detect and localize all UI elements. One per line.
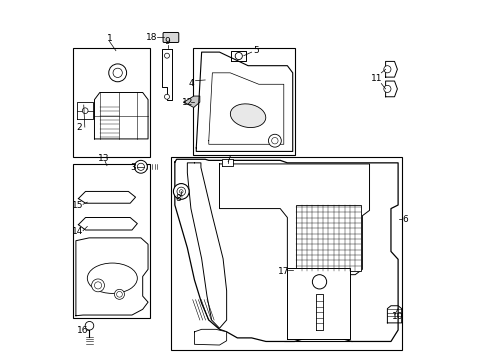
Circle shape — [383, 66, 390, 73]
Text: 18: 18 — [145, 33, 157, 42]
Text: 15: 15 — [72, 201, 83, 210]
Text: 6: 6 — [402, 215, 407, 224]
Polygon shape — [77, 102, 93, 119]
Polygon shape — [162, 49, 171, 100]
Text: 14: 14 — [72, 227, 83, 236]
Circle shape — [85, 321, 94, 330]
Circle shape — [116, 292, 122, 297]
Circle shape — [164, 53, 169, 58]
Circle shape — [114, 289, 124, 299]
Polygon shape — [208, 73, 283, 144]
Circle shape — [177, 187, 185, 196]
Text: 4: 4 — [188, 79, 193, 88]
Circle shape — [82, 108, 88, 113]
Polygon shape — [315, 294, 323, 330]
Polygon shape — [183, 96, 200, 108]
Text: 11: 11 — [370, 74, 382, 83]
Text: 13: 13 — [98, 154, 110, 163]
Bar — [73, 164, 149, 318]
Bar — [171, 157, 401, 350]
Text: 8: 8 — [175, 194, 181, 203]
Polygon shape — [386, 306, 401, 323]
Circle shape — [134, 160, 147, 173]
Polygon shape — [78, 192, 135, 203]
Text: 5: 5 — [253, 46, 259, 55]
Bar — [192, 48, 294, 155]
Bar — [283, 262, 351, 342]
Polygon shape — [76, 238, 148, 316]
Polygon shape — [187, 163, 226, 328]
Polygon shape — [385, 62, 397, 77]
Polygon shape — [194, 329, 226, 345]
Polygon shape — [219, 164, 369, 275]
Polygon shape — [94, 93, 148, 139]
Bar — [296, 205, 360, 271]
Circle shape — [173, 184, 189, 199]
Circle shape — [137, 163, 144, 170]
Text: 1: 1 — [106, 35, 112, 44]
Circle shape — [164, 94, 169, 99]
Text: 2: 2 — [77, 123, 82, 132]
Circle shape — [108, 64, 126, 82]
Polygon shape — [196, 52, 292, 152]
Text: 3: 3 — [130, 163, 136, 172]
Text: 17: 17 — [278, 267, 289, 276]
Circle shape — [94, 282, 102, 289]
Circle shape — [268, 134, 281, 147]
Circle shape — [179, 190, 183, 193]
FancyBboxPatch shape — [163, 32, 179, 42]
Circle shape — [271, 138, 278, 144]
Text: 10: 10 — [391, 312, 402, 321]
Text: 9: 9 — [164, 37, 170, 46]
Ellipse shape — [87, 263, 137, 293]
Polygon shape — [230, 51, 246, 62]
Polygon shape — [287, 267, 349, 339]
Bar — [73, 48, 149, 157]
Circle shape — [235, 53, 242, 60]
Circle shape — [312, 275, 326, 289]
Polygon shape — [78, 217, 137, 230]
Text: 7: 7 — [224, 155, 230, 164]
Text: 16: 16 — [77, 326, 88, 335]
Circle shape — [383, 85, 390, 93]
Ellipse shape — [230, 104, 265, 127]
Circle shape — [91, 279, 104, 292]
Polygon shape — [222, 159, 233, 166]
Polygon shape — [175, 159, 397, 342]
Text: 12: 12 — [182, 98, 193, 107]
Circle shape — [113, 68, 122, 77]
Polygon shape — [385, 81, 397, 97]
